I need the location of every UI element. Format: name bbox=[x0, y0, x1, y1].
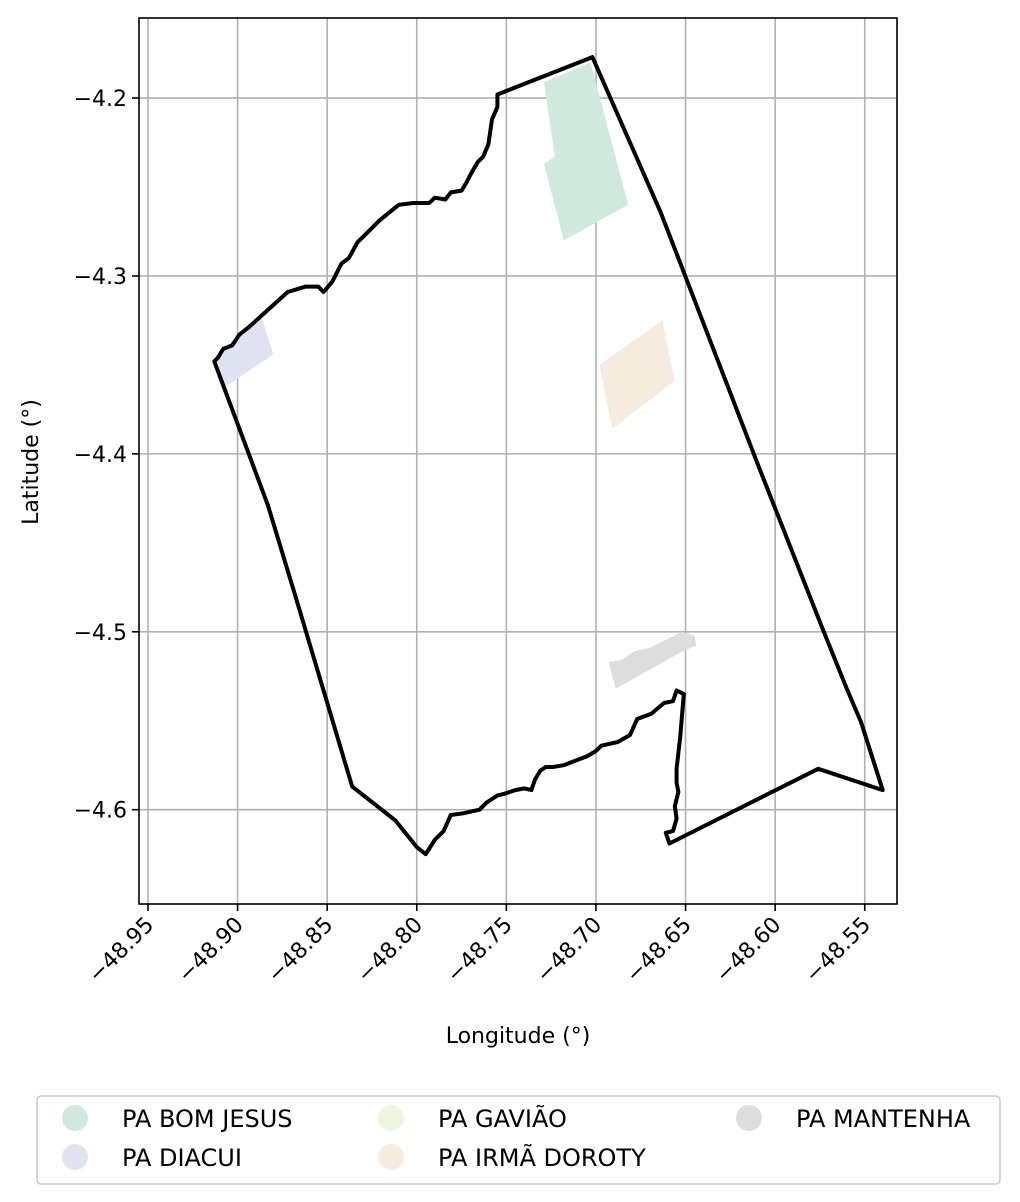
area-pa-irm-doroty bbox=[599, 320, 675, 429]
legend-marker bbox=[62, 1105, 88, 1131]
y-tick-label: −4.5 bbox=[74, 621, 127, 646]
legend-label: PA DIACUI bbox=[122, 1144, 242, 1172]
municipality-boundary bbox=[212, 55, 885, 857]
y-axis-label: Latitude (°) bbox=[19, 399, 44, 525]
legend: PA BOM JESUS PA DIACUI PA GAVIÃO PA IRMÃ DO… bbox=[36, 1095, 1001, 1185]
legend-label: PA BOM JESUS bbox=[122, 1105, 293, 1133]
legend-label: PA MANTENHA bbox=[796, 1105, 971, 1133]
y-axis-ticks: −4.2 −4.3 −4.4 −4.5 −4.6 bbox=[74, 87, 139, 824]
y-tick-label: −4.4 bbox=[74, 443, 127, 468]
y-tick-label: −4.6 bbox=[74, 799, 127, 824]
boundary-line bbox=[212, 55, 885, 857]
area-pa-mantenha bbox=[608, 631, 697, 689]
x-axis-label: Longitude (°) bbox=[446, 1024, 591, 1049]
legend-marker bbox=[62, 1144, 88, 1170]
legend-label: PA GAVIÃO bbox=[438, 1103, 567, 1133]
legend-marker bbox=[378, 1105, 404, 1131]
settlement-areas bbox=[216, 62, 697, 689]
area-pa-bom-jesus bbox=[544, 62, 629, 241]
legend-marker bbox=[736, 1105, 762, 1131]
y-tick-label: −4.3 bbox=[74, 265, 127, 290]
legend-marker bbox=[378, 1144, 404, 1170]
area-pa-diacui bbox=[216, 315, 274, 389]
legend-label: PA IRMÃ DOROTY bbox=[438, 1142, 646, 1172]
y-tick-label: −4.2 bbox=[74, 87, 127, 112]
plot-frame bbox=[138, 17, 898, 905]
